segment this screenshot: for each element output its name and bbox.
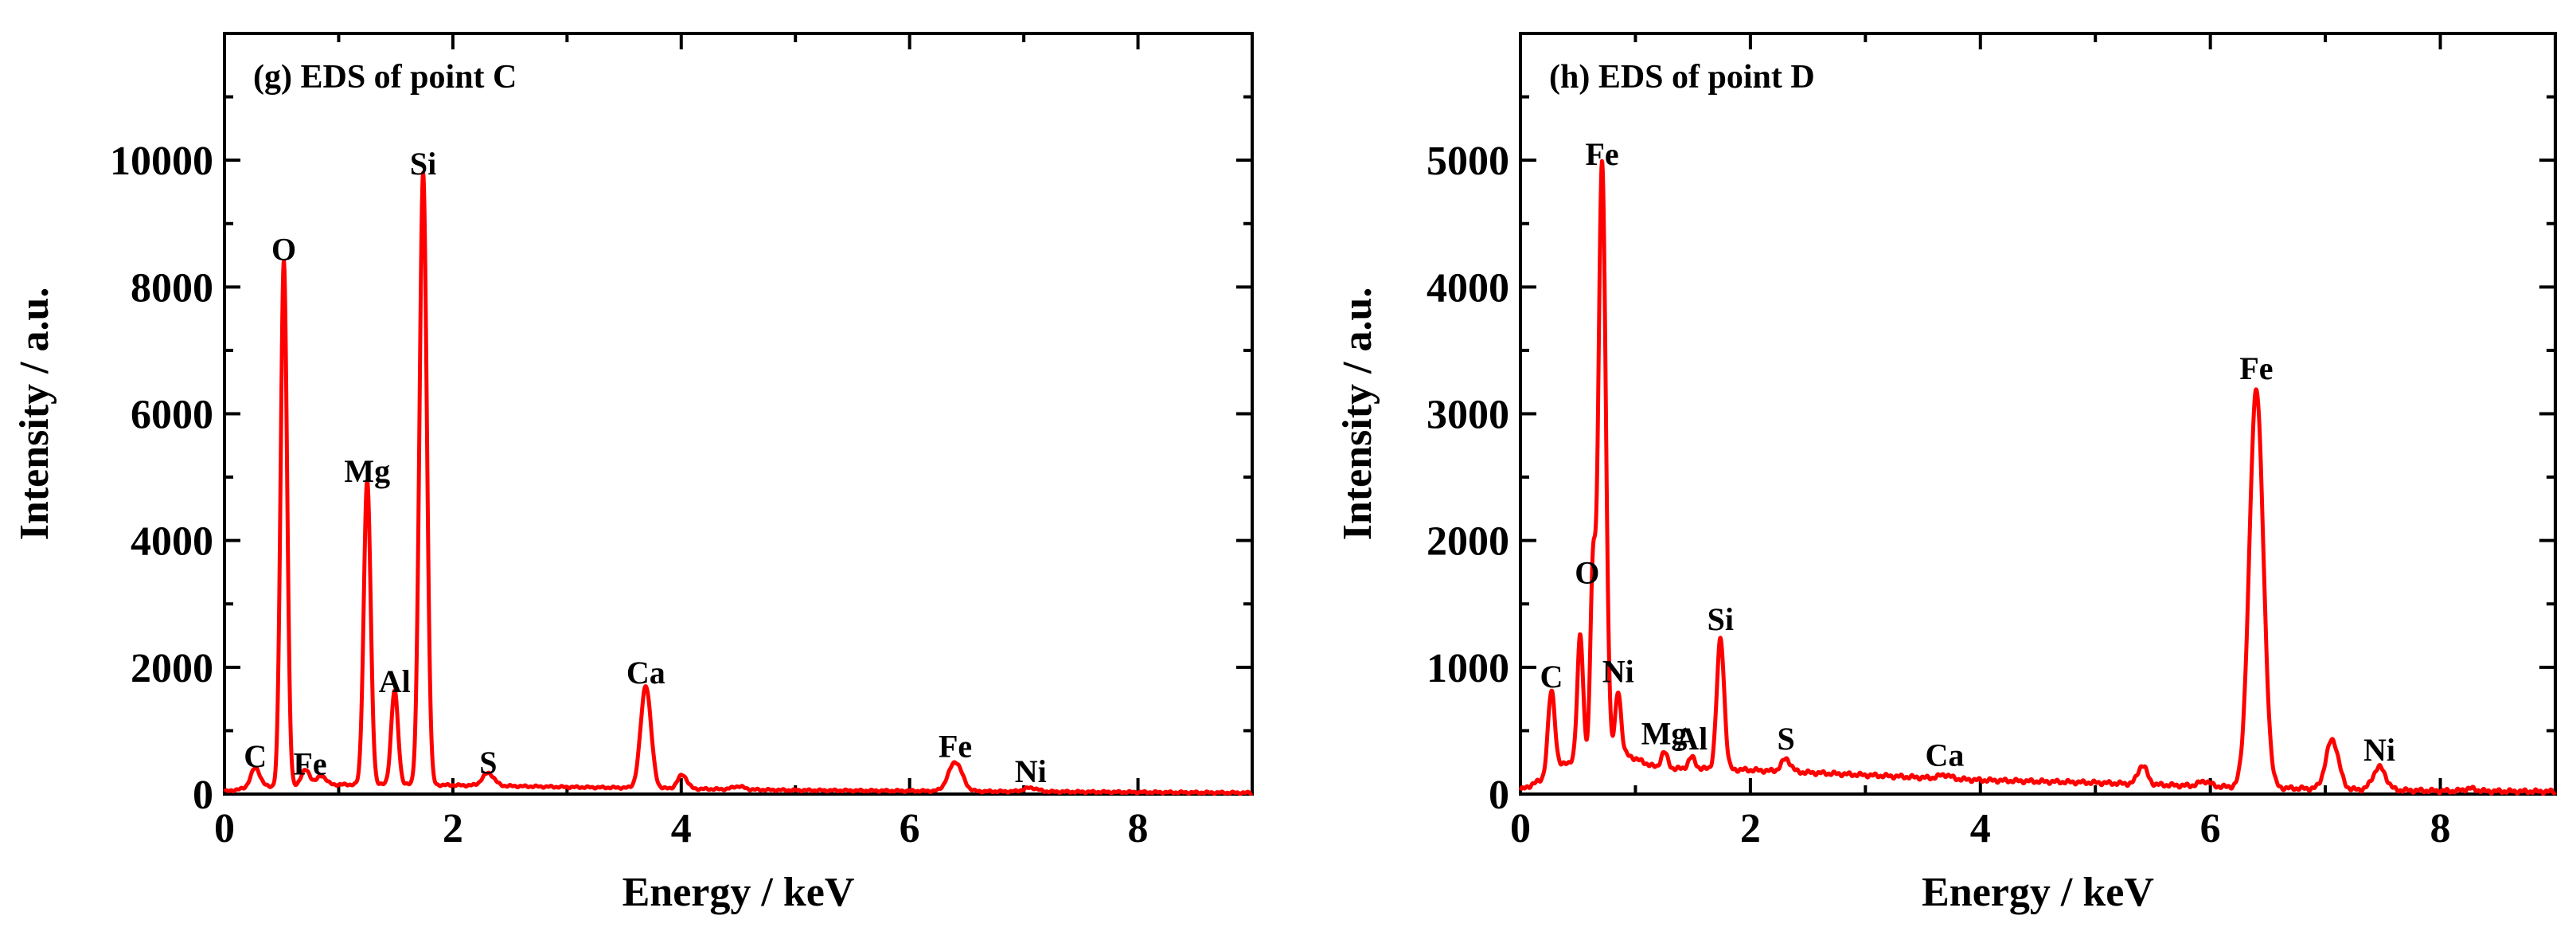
x-tick-label: 2 (1740, 806, 1761, 851)
peak-label: Al (1676, 721, 1708, 757)
chart-panel-g: 0 2 4 6 8 0 2000 4000 6000 8000 10000 Energy / keV I… (12, 32, 1254, 915)
x-axis-title: Energy / keV (1922, 870, 2154, 915)
peak-label: Ca (1926, 738, 1965, 773)
peak-label: Ni (2363, 732, 2395, 768)
peak-label: Mg (344, 453, 390, 489)
peak-label: O (1575, 554, 1599, 590)
peak-label: Mg (1641, 715, 1688, 751)
peak-label: Si (1708, 601, 1734, 637)
peak-label: O (271, 231, 296, 267)
peak-label: Ni (1015, 753, 1047, 789)
y-tick-label: 5000 (1427, 139, 1509, 184)
chart-panel-h: 0 2 4 6 8 0 1000 2000 3000 4000 5000 Energy / keV In… (1335, 32, 2557, 915)
peak-label: C (1540, 659, 1563, 695)
y-tick-label: 0 (1489, 773, 1509, 818)
peak-label: Fe (2239, 350, 2273, 386)
peak-label: Fe (293, 746, 326, 782)
y-axis-title: Intensity / a.u. (12, 288, 57, 541)
spectrum-line (223, 170, 1254, 796)
x-tick-label: 4 (671, 806, 692, 851)
peak-label: C (244, 738, 267, 774)
y-tick-label: 1000 (1427, 646, 1509, 691)
peak-label: Ca (626, 655, 665, 691)
y-tick-label: 2000 (131, 646, 213, 691)
x-tick-label: 0 (1510, 806, 1531, 851)
y-tick-label: 2000 (1427, 519, 1509, 565)
peak-label: Al (379, 663, 411, 699)
peak-label: S (479, 745, 497, 781)
x-tick-label: 0 (214, 806, 235, 851)
panel-title: (g) EDS of point C (253, 59, 517, 96)
y-tick-label: 6000 (131, 393, 213, 438)
x-tick-label: 4 (1970, 806, 1991, 851)
y-axis-title: Intensity / a.u. (1335, 288, 1380, 541)
spectrum-line (1518, 158, 2557, 796)
y-tick-label: 8000 (131, 265, 213, 311)
peak-label: Fe (1585, 136, 1618, 172)
y-tick-label: 10000 (110, 139, 213, 184)
x-axis-title: Energy / keV (623, 870, 855, 915)
panel-title: (h) EDS of point D (1549, 59, 1815, 96)
peak-label: Fe (939, 728, 972, 764)
y-tick-label: 4000 (131, 519, 213, 565)
x-tick-label: 6 (2200, 806, 2221, 851)
peak-label: S (1778, 721, 1795, 757)
x-tick-label: 2 (443, 806, 463, 851)
x-tick-label: 6 (900, 806, 920, 851)
peak-label: Si (410, 146, 436, 182)
plot-frame (1519, 32, 2557, 796)
x-tick-label: 8 (2430, 806, 2451, 851)
peak-label: Ni (1602, 653, 1634, 689)
x-tick-label: 8 (1128, 806, 1149, 851)
y-tick-label: 0 (193, 773, 213, 818)
y-tick-label: 4000 (1427, 265, 1509, 311)
y-tick-label: 3000 (1427, 393, 1509, 438)
